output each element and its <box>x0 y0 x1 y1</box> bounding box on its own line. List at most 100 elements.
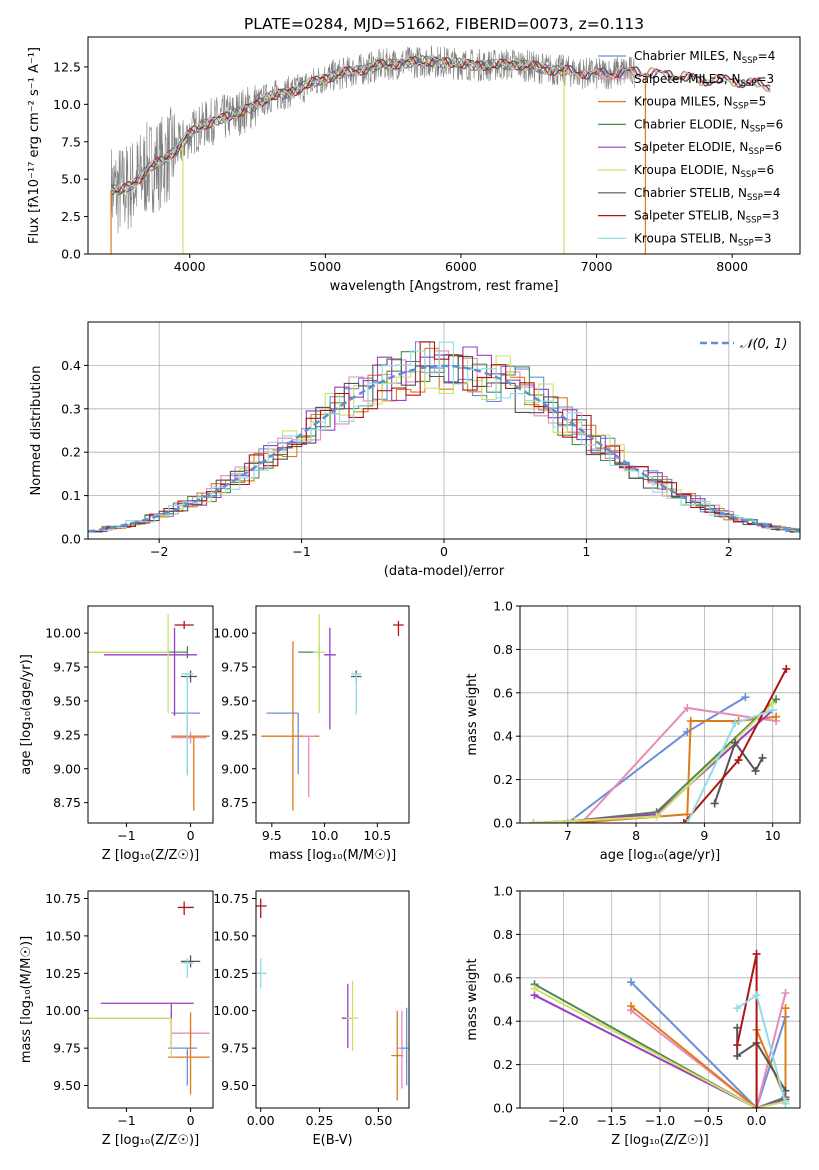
y-tick-label: 0.2 <box>61 445 81 460</box>
mass-weight-marker <box>627 1002 636 1011</box>
error-bar-point <box>180 958 194 978</box>
y-tick-label: 12.5 <box>53 59 81 74</box>
y-tick-label: 0.0 <box>61 532 81 547</box>
mass-weight-line <box>534 983 786 1108</box>
residual-histogram <box>97 341 800 533</box>
y-tick-label: 0.3 <box>61 401 81 416</box>
y-tick-label: 0.4 <box>61 358 81 373</box>
y-tick-label: 10.75 <box>213 891 249 906</box>
axes-frame <box>87 605 214 824</box>
mass-vs-metallicity-panel: −1 0 9.50 9.75 10.00 10.25 10.50 10.75 Z [log₁₀(… <box>19 890 214 1148</box>
mass-weight-marker <box>782 664 791 673</box>
age-vs-metallicity-panel: −1 0 8.75 9.00 9.25 9.50 9.75 10.00 Z [log₁₀(Z/Z… <box>19 605 214 863</box>
mass-weight-vs-age-panel: 7 8 9 10 0.0 0.2 0.4 0.6 0.8 1.0 age [log₁₀(age/yr… <box>465 599 801 863</box>
mass-weight-marker <box>733 1041 742 1050</box>
y-tick-label: 10.25 <box>45 966 81 981</box>
y-tick-label: 9.50 <box>53 1078 81 1093</box>
x-tick-label: 9 <box>700 828 708 843</box>
error-bar-point <box>171 731 207 744</box>
axes-frame <box>87 890 214 1109</box>
gaussian-curve <box>88 364 800 533</box>
x-tick-label: 1 <box>582 544 590 559</box>
error-bar-point <box>256 958 267 989</box>
x-tick-label: 7000 <box>581 259 613 274</box>
y-tick-label: 9.75 <box>53 1041 81 1056</box>
y-tick-label: 9.50 <box>221 1078 249 1093</box>
y-tick-label: 8.75 <box>53 795 81 810</box>
mass-weight-marker <box>733 1004 742 1013</box>
error-bar-point <box>346 980 359 1052</box>
y-tick-label: 0.2 <box>493 772 513 787</box>
legend-label: Salpeter ELODIE, NSSP=6 <box>634 140 782 157</box>
mass-weight-marker <box>731 738 740 747</box>
y-tick-label: 9.00 <box>221 761 249 776</box>
legend-subscript: SSP <box>741 170 757 180</box>
x-tick-label: 8 <box>632 828 640 843</box>
axes-frame <box>255 605 410 824</box>
mass-weight-marker <box>772 695 781 704</box>
error-bar-point <box>168 1012 210 1095</box>
error-bar-point <box>400 1007 409 1086</box>
legend-subscript: SSP <box>733 102 749 112</box>
error-bar-point <box>171 735 210 811</box>
mass-weight-vs-metallicity-panel: −2.0 −1.5 −1.0 −0.5 0.0 0.0 0.2 0.4 0.6 0.8 1.0 Z [… <box>465 884 801 1148</box>
y-tick-label: 0.1 <box>61 488 81 503</box>
mass-weight-marker <box>731 719 740 728</box>
y-tick-label: 9.50 <box>221 693 249 708</box>
axes-frame <box>255 890 410 1109</box>
mass-weight-marker <box>758 753 767 762</box>
mass-weight-marker <box>752 949 761 958</box>
mass-weight-marker <box>530 984 539 993</box>
legend-suffix: =6 <box>766 117 784 131</box>
y-tick-label: 9.25 <box>53 727 81 742</box>
x-tick-label: 6000 <box>445 259 477 274</box>
mass-weight-marker <box>752 1104 761 1108</box>
error-bar-point <box>174 620 194 630</box>
error-bar-point <box>181 673 194 776</box>
age-vs-mass-panel: 9.5 10.0 10.5 8.75 9.00 9.25 9.50 9.75 10.00 mass… <box>213 605 410 863</box>
y-tick-label: 0.0 <box>61 247 81 262</box>
mass-weight-marker <box>752 991 761 1000</box>
y-tick-label: 7.5 <box>61 134 81 149</box>
axes-frame <box>519 605 801 824</box>
y-tick-label: 9.75 <box>221 1041 249 1056</box>
y-axis-label: mass weight <box>465 673 480 755</box>
y-tick-label: 10.50 <box>213 928 249 943</box>
plot-area <box>110 45 771 254</box>
legend-label: 𝒩(0, 1) <box>740 337 787 352</box>
plot-area <box>88 341 800 533</box>
error-bar-point <box>256 898 267 918</box>
error-bar-point <box>177 901 194 915</box>
x-tick-label: 0.00 <box>247 1113 275 1128</box>
error-bar-point <box>350 673 362 715</box>
spectrum-panel: 4000 5000 6000 7000 8000 0.0 2.5 5.0 7.5 10.0 12.5… <box>27 36 801 294</box>
y-tick-label: 0.4 <box>493 729 513 744</box>
mass-weight-line <box>630 992 787 1108</box>
x-tick-label: −1.0 <box>645 1113 675 1128</box>
x-tick-label: −2.0 <box>548 1113 578 1128</box>
legend-label: Chabrier ELODIE, NSSP=6 <box>634 117 783 134</box>
y-tick-label: 1.0 <box>493 884 513 899</box>
mass-vs-extinction-panel: 0.00 0.25 0.50 9.50 9.75 10.00 10.25 10.50 10.75… <box>213 890 410 1148</box>
x-tick-label: 0 <box>187 1113 195 1128</box>
x-tick-label: 0.25 <box>306 1113 334 1128</box>
mass-weight-marker <box>733 1051 742 1060</box>
mass-weight-marker <box>683 819 692 823</box>
mass-weight-marker <box>781 988 790 997</box>
plot-area <box>529 664 791 823</box>
residual-histogram-panel: −2 −1 0 1 2 0.0 0.1 0.2 0.3 0.4 (data-model)/error… <box>29 321 801 579</box>
legend-subscript: SSP <box>742 56 758 66</box>
plot-area <box>88 614 210 811</box>
x-tick-label: 8000 <box>716 259 748 274</box>
legend-subscript: SSP <box>747 193 763 203</box>
error-bar-point <box>393 620 404 636</box>
mass-weight-marker <box>741 693 750 702</box>
legend-suffix: =6 <box>756 163 774 177</box>
y-tick-label: 1.0 <box>493 599 513 614</box>
legend-subscript: SSP <box>750 124 766 134</box>
y-tick-label: 0.8 <box>493 927 513 942</box>
y-axis-label: mass weight <box>465 958 480 1040</box>
y-tick-label: 9.25 <box>221 727 249 742</box>
mass-weight-line <box>534 994 786 1108</box>
